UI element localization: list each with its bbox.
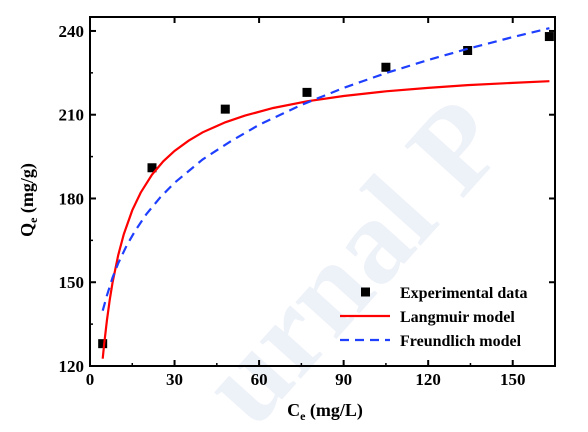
y-tick-label: 120 — [59, 357, 85, 376]
y-tick-label: 210 — [59, 106, 85, 125]
experimental-point — [147, 163, 157, 173]
experimental-point — [544, 32, 554, 42]
x-tick-label: 120 — [415, 370, 441, 389]
experimental-point — [381, 62, 391, 72]
legend: Experimental data Langmuir model Freundlic… — [340, 285, 528, 350]
y-tick-label: 180 — [59, 189, 85, 208]
legend-label: Experimental data — [400, 285, 528, 302]
x-tick-label: 60 — [251, 370, 268, 389]
plot-frame — [89, 16, 556, 367]
legend-marker-experimental — [361, 287, 370, 297]
plot-area — [98, 27, 554, 359]
axes: 0 30 60 90 120 150 120 150 180 210 240 — [59, 16, 556, 389]
experimental-point — [98, 339, 108, 349]
legend-label: Langmuir model — [400, 309, 515, 326]
x-tick-label: 30 — [166, 370, 183, 389]
experimental-point — [302, 87, 312, 97]
y-tick-label: 240 — [59, 22, 85, 41]
x-tick-label: 0 — [86, 370, 95, 389]
x-axis-title: Ce (mg/L) — [287, 400, 363, 423]
x-tick-label: 90 — [335, 370, 352, 389]
experimental-point — [463, 46, 473, 56]
y-axis-title: Qe (mg/g) — [17, 163, 40, 237]
experimental-point — [220, 104, 230, 114]
legend-label: Freundlich model — [400, 333, 522, 350]
y-tick-label: 150 — [59, 273, 85, 292]
langmuir-model-curve — [101, 80, 550, 359]
freundlich-model-curve — [101, 27, 550, 311]
x-tick-label: 150 — [500, 370, 526, 389]
